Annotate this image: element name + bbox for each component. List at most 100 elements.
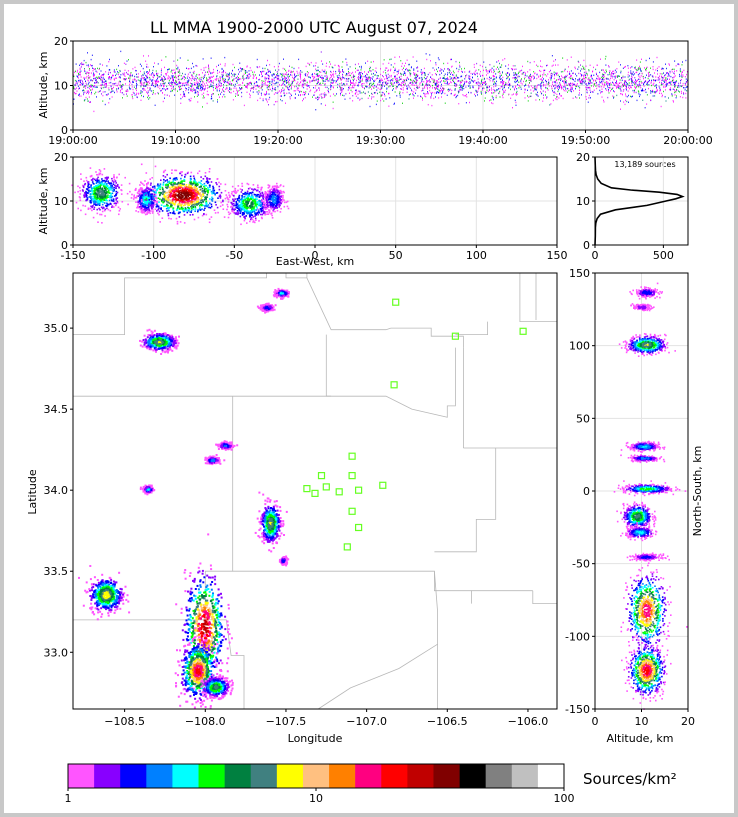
time-source-point xyxy=(565,82,567,84)
time-source-point xyxy=(454,94,456,96)
time-source-point xyxy=(346,83,348,85)
time-source-point xyxy=(349,72,351,74)
time-source-point xyxy=(543,72,545,74)
time-source-point xyxy=(128,86,130,88)
time-source-point xyxy=(283,89,285,92)
time-source-point xyxy=(645,91,647,93)
time-source-point xyxy=(284,77,285,79)
time-source-point xyxy=(303,83,305,85)
time-source-point xyxy=(543,83,544,86)
time-source-point xyxy=(499,78,501,80)
time-source-point xyxy=(370,79,371,81)
time-source-point xyxy=(111,96,113,98)
time-source-point xyxy=(378,81,380,83)
time-source-point xyxy=(127,73,129,75)
ew-density-cell xyxy=(99,186,102,189)
time-source-point xyxy=(74,84,76,86)
time-source-point xyxy=(337,83,339,86)
time-source-point xyxy=(193,72,195,75)
time-source-point xyxy=(577,68,579,70)
time-source-point xyxy=(341,91,343,93)
time-source-point xyxy=(358,73,359,75)
time-source-point xyxy=(345,58,347,60)
time-source-point xyxy=(226,75,228,77)
time-source-point xyxy=(379,81,381,83)
time-source-point xyxy=(208,67,210,70)
time-source-point xyxy=(260,92,262,94)
time-source-point xyxy=(506,83,508,85)
ew-density-cell xyxy=(112,190,114,192)
time-source-point xyxy=(79,67,81,69)
time-source-point xyxy=(129,74,131,77)
time-source-point xyxy=(605,88,607,90)
time-source-point xyxy=(607,82,609,84)
time-source-point xyxy=(266,90,267,93)
time-source-point xyxy=(435,64,437,66)
time-source-point xyxy=(640,70,642,72)
ew-density-cell xyxy=(92,182,95,185)
time-source-point xyxy=(545,91,546,93)
time-source-point xyxy=(539,99,540,101)
ew-density-cell xyxy=(110,186,112,188)
time-source-point xyxy=(443,89,444,91)
time-source-point xyxy=(571,77,573,79)
time-source-point xyxy=(297,72,299,74)
time-source-point xyxy=(340,79,342,81)
time-source-point xyxy=(88,85,90,87)
ew-density-cell xyxy=(108,196,111,198)
time-source-point xyxy=(246,65,248,67)
time-source-point xyxy=(165,78,166,80)
time-source-point xyxy=(359,74,361,76)
ew-density-cell xyxy=(103,209,106,212)
time-source-point xyxy=(592,70,594,72)
time-source-point xyxy=(614,69,616,71)
time-source-point xyxy=(300,75,301,77)
ew-density-cell xyxy=(103,202,106,204)
time-source-point xyxy=(277,78,279,80)
time-source-point xyxy=(369,76,370,78)
time-source-point xyxy=(93,72,94,74)
time-source-point xyxy=(331,85,332,87)
time-source-point xyxy=(127,70,129,72)
time-source-point xyxy=(129,87,131,90)
time-source-point xyxy=(102,64,103,66)
time-source-point xyxy=(252,71,254,73)
time-source-point xyxy=(674,82,676,85)
time-source-point xyxy=(609,73,611,76)
time-source-point xyxy=(82,80,83,82)
time-source-point xyxy=(435,82,437,84)
time-source-point xyxy=(191,83,192,85)
time-source-point xyxy=(615,75,617,77)
time-source-point xyxy=(625,85,626,87)
time-source-point xyxy=(180,82,182,84)
time-source-point xyxy=(327,80,329,82)
time-source-point xyxy=(169,83,170,86)
time-source-point xyxy=(251,83,252,85)
time-source-point xyxy=(478,88,479,90)
time-source-point xyxy=(395,69,396,71)
time-source-point xyxy=(89,68,90,70)
time-source-point xyxy=(165,73,166,75)
time-source-point xyxy=(454,88,456,90)
time-source-point xyxy=(628,84,630,87)
time-source-point xyxy=(322,93,324,95)
time-source-point xyxy=(491,89,492,91)
time-source-point xyxy=(485,66,487,69)
time-source-point xyxy=(675,65,677,67)
time-source-point xyxy=(504,84,505,87)
ew-density-cell xyxy=(80,178,82,180)
time-source-point xyxy=(592,91,594,93)
time-source-point xyxy=(330,86,332,89)
time-source-point xyxy=(600,58,601,60)
time-source-point xyxy=(198,74,200,76)
time-source-point xyxy=(417,75,418,78)
time-source-point xyxy=(577,79,579,81)
time-source-point xyxy=(669,82,670,84)
time-source-point xyxy=(469,86,471,89)
time-source-point xyxy=(685,78,687,80)
time-source-point xyxy=(410,73,411,75)
time-source-point xyxy=(586,98,587,100)
ew-density-cell xyxy=(105,205,108,207)
time-source-point xyxy=(460,75,462,78)
time-source-point xyxy=(464,81,465,83)
